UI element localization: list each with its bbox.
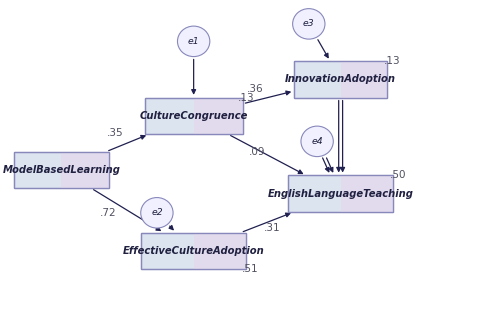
Text: ModelBasedLearning: ModelBasedLearning <box>2 165 120 175</box>
Bar <box>194 98 242 134</box>
FancyBboxPatch shape <box>14 152 109 188</box>
Text: EffectiveCultureAdoption: EffectiveCultureAdoption <box>123 246 264 256</box>
Ellipse shape <box>292 9 325 39</box>
Text: .50: .50 <box>390 170 406 180</box>
Bar <box>194 233 246 269</box>
FancyBboxPatch shape <box>141 233 246 269</box>
Text: .09: .09 <box>249 147 266 157</box>
Text: .13: .13 <box>238 93 255 102</box>
Text: e4: e4 <box>312 137 323 146</box>
Text: e2: e2 <box>151 208 162 217</box>
Text: e3: e3 <box>303 19 314 29</box>
Text: .13: .13 <box>384 56 400 66</box>
Bar <box>62 152 109 188</box>
Ellipse shape <box>178 26 210 57</box>
Text: .35: .35 <box>107 128 124 138</box>
Text: EnglishLanguageTeaching: EnglishLanguageTeaching <box>268 189 414 199</box>
Ellipse shape <box>140 198 173 228</box>
FancyBboxPatch shape <box>294 61 387 98</box>
FancyBboxPatch shape <box>288 176 394 212</box>
Ellipse shape <box>301 126 334 156</box>
Text: .31: .31 <box>264 223 280 233</box>
Bar <box>340 176 394 212</box>
Text: CultureCongruence: CultureCongruence <box>140 111 248 121</box>
FancyBboxPatch shape <box>144 98 242 134</box>
Text: .36: .36 <box>246 84 263 94</box>
Text: InnovationAdoption: InnovationAdoption <box>285 75 396 85</box>
Text: e1: e1 <box>188 37 200 46</box>
Bar <box>340 61 387 98</box>
Text: .51: .51 <box>242 264 258 274</box>
Text: .72: .72 <box>100 208 116 218</box>
